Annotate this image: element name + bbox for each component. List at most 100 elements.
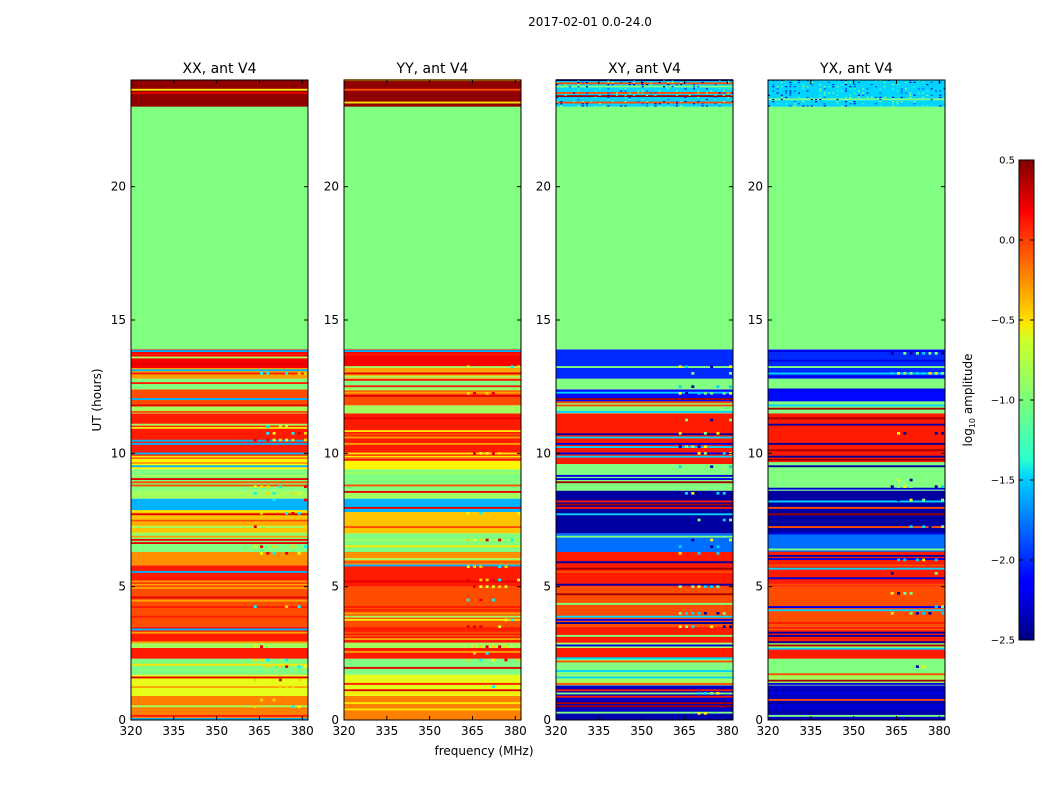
heatmap-speckle [485,578,489,582]
heatmap-speckle [897,485,901,488]
heatmap-noise [650,84,653,86]
heatmap-stripe [556,82,733,85]
heatmap-speckle [941,352,945,355]
heatmap-noise [645,101,648,103]
heatmap-speckle [473,392,477,395]
heatmap-noise [705,88,708,90]
panel-title: XX, ant V4 [183,61,257,77]
heatmap-noise [840,90,843,92]
heatmap-speckle [266,658,270,662]
y-tick-label: 15 [536,313,551,327]
heatmap-stripe [344,378,521,381]
heatmap-stripe [768,551,945,554]
heatmap-stripe [768,458,945,461]
heatmap-stripe [344,433,521,436]
heatmap-stripe [768,660,945,663]
heatmap-speckle [897,432,901,435]
heatmap-noise [611,84,614,86]
heatmap-stripe [768,698,945,701]
heatmap-speckle [504,645,508,648]
heatmap-speckle [466,565,470,568]
heatmap-speckle [691,372,695,375]
heatmap-speckle [903,558,907,562]
heatmap-noise [556,101,558,103]
heatmap-speckle [678,625,682,628]
heatmap-noise [607,92,610,94]
heatmap-speckle [909,525,913,528]
heatmap-speckle [897,372,901,375]
heatmap-speckle [466,598,470,602]
heatmap-noise [637,92,640,94]
heatmap-stripe [131,532,308,535]
heatmap-speckle [909,478,913,482]
x-tick-label: 335 [799,724,822,738]
heatmap-noise [832,84,835,86]
heatmap-band [344,658,521,675]
heatmap-noise [701,81,704,84]
heatmap-stripe [768,673,945,676]
y-tick-label: 0 [331,713,339,727]
heatmap-noise [705,92,708,94]
heatmap-stripe [768,404,945,407]
heatmap-stripe [768,526,945,528]
heatmap-speckle [928,525,932,528]
heatmap-speckle [729,372,733,375]
heatmap-noise [776,103,779,105]
heatmap-noise [620,90,623,92]
heatmap-stripe [131,398,308,400]
heatmap-noise [845,81,848,84]
heatmap-stripe [768,101,945,104]
heatmap-noise [675,101,678,103]
heatmap-speckle [890,592,894,595]
heatmap-noise [896,103,899,105]
heatmap-stripe [131,462,308,464]
heatmap-stripe [768,430,945,432]
heatmap-stripe [768,407,945,410]
x-tick-label: 365 [885,724,908,738]
heatmap-noise [875,103,878,105]
x-tick-label: 320 [333,724,356,738]
heatmap-noise [930,98,933,101]
heatmap-speckle [272,552,276,555]
heatmap-noise [718,88,721,90]
heatmap-noise [900,90,903,92]
heatmap-speckle [691,445,695,448]
heatmap-speckle [722,625,726,628]
heatmap-noise [701,105,704,107]
heatmap-speckle [729,465,733,468]
heatmap-noise [693,103,696,105]
heatmap-band [556,464,733,491]
heatmap-noise [560,103,563,105]
heatmap-noise [688,94,691,96]
heatmap-stripe [768,417,945,420]
heatmap-noise [832,86,835,88]
heatmap-noise [615,92,618,94]
heatmap-stripe [556,474,733,477]
heatmap-noise [714,94,717,96]
heatmap-speckle [498,645,502,648]
heatmap-noise [714,96,717,98]
heatmap-band [131,106,308,350]
heatmap-stripe [344,458,521,461]
heatmap-noise [892,96,895,98]
heatmap-noise [590,101,593,103]
heatmap-noise [785,103,788,105]
heatmap-speckle [260,512,264,515]
heatmap-speckle [716,545,720,548]
heatmap-noise [654,105,657,107]
heatmap-speckle [304,372,308,375]
heatmap-speckle [915,665,919,668]
heatmap-noise [823,86,826,88]
heatmap-speckle [491,685,495,688]
heatmap-speckle [253,485,257,488]
colorbar-tick-label: −0.5 [991,316,1015,327]
heatmap-noise [785,86,788,88]
heatmap-noise [573,92,576,94]
heatmap-noise [768,94,770,96]
heatmap-noise [628,96,631,98]
heatmap-noise [797,96,800,98]
heatmap-noise [768,105,770,107]
heatmap-band [344,106,521,350]
heatmap-speckle [266,372,270,375]
heatmap-stripe [131,513,308,516]
